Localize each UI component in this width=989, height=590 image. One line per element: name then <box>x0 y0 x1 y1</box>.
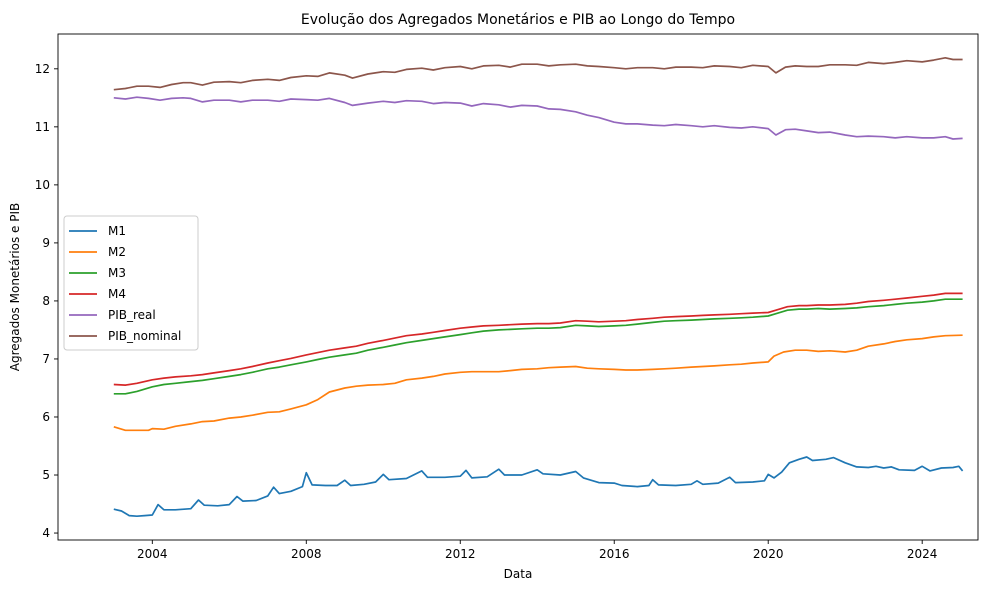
x-tick-label: 2024 <box>907 547 938 561</box>
plot-frame <box>57 33 979 541</box>
legend-label-m2: M2 <box>108 245 126 259</box>
plot-area <box>57 33 979 541</box>
legend-box <box>63 215 199 351</box>
x-tick-label: 2016 <box>599 547 630 561</box>
x-tick-label: 2012 <box>445 547 476 561</box>
legend: M1 M2 M3 M4 PIB_real PIB_nominal <box>63 215 199 351</box>
series-line-pib-nominal <box>113 56 963 91</box>
y-tick-label: 11 <box>35 120 50 134</box>
y-tick-label: 12 <box>35 62 50 76</box>
y-tick-label: 6 <box>42 410 50 424</box>
y-tick-label: 4 <box>42 526 50 540</box>
series-line-m2 <box>113 334 963 432</box>
series-line-pib-real <box>113 96 963 140</box>
y-tick-label: 10 <box>35 178 50 192</box>
y-axis-label: Agregados Monetários e PIB <box>8 203 22 372</box>
y-tick-label: 5 <box>42 468 50 482</box>
x-tick-label: 2008 <box>291 547 322 561</box>
y-tick-label: 9 <box>42 236 50 250</box>
series-line-m1 <box>113 456 964 518</box>
legend-label-m4: M4 <box>108 287 126 301</box>
series-line-m3 <box>113 298 963 395</box>
x-tick-label: 2020 <box>753 547 784 561</box>
chart-title: Evolução dos Agregados Monetários e PIB … <box>301 12 735 28</box>
y-tick-label: 8 <box>42 294 50 308</box>
x-axis-label: Data <box>504 567 533 581</box>
legend-label-pib-real: PIB_real <box>108 308 156 322</box>
x-axis-ticks: 2004 2008 2012 2016 2020 2024 <box>137 540 937 561</box>
legend-label-pib-nominal: PIB_nominal <box>108 329 181 343</box>
series-line-m4 <box>113 292 963 386</box>
series-layer <box>113 56 964 518</box>
legend-label-m1: M1 <box>108 224 126 238</box>
x-tick-label: 2004 <box>137 547 168 561</box>
y-axis-ticks: 4 5 6 7 8 9 10 11 12 <box>35 62 58 540</box>
y-tick-label: 7 <box>42 352 50 366</box>
legend-label-m3: M3 <box>108 266 126 280</box>
